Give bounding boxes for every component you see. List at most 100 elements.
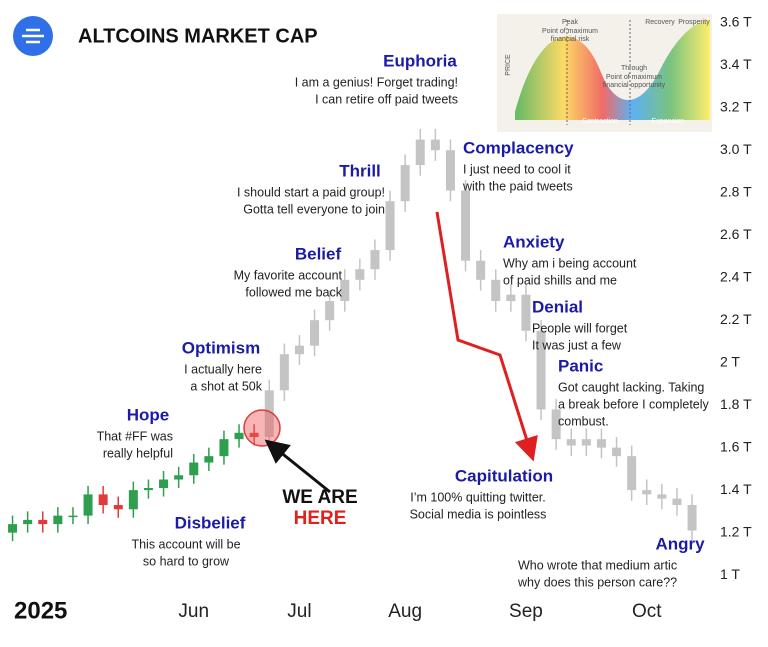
candle-body bbox=[687, 505, 697, 531]
candle-body bbox=[53, 515, 63, 525]
stage-note: really helpful bbox=[103, 446, 173, 460]
stage-note: I just need to cool it bbox=[463, 162, 571, 176]
stage-note: It was just a few bbox=[532, 338, 622, 352]
drop-arrow bbox=[435, 211, 538, 462]
candle-body bbox=[672, 498, 682, 506]
y-tick-label: 3.6 T bbox=[720, 13, 752, 29]
stage-note: I actually here bbox=[184, 362, 262, 376]
candle-body bbox=[370, 250, 380, 270]
here-label: HERE bbox=[294, 508, 347, 529]
inset-text: Expansion bbox=[652, 118, 685, 125]
candle-body bbox=[400, 165, 410, 202]
stage-note: combust. bbox=[558, 414, 609, 428]
candle-body bbox=[204, 456, 214, 463]
candle-body bbox=[415, 139, 425, 166]
candle-body bbox=[521, 294, 531, 331]
candle-body bbox=[23, 519, 33, 525]
stage-title: Angry bbox=[655, 534, 705, 553]
candle-body bbox=[128, 490, 138, 510]
stage-title: Panic bbox=[558, 356, 603, 375]
candle-body bbox=[83, 494, 93, 516]
stage-note: That #FF was bbox=[97, 429, 173, 443]
candle-body bbox=[430, 139, 440, 151]
stage-title: Complacency bbox=[463, 138, 574, 157]
x-tick-label: Jul bbox=[287, 601, 311, 622]
candle-body bbox=[174, 475, 184, 480]
y-tick-label: 2 T bbox=[720, 353, 740, 369]
inset-text: Contraction bbox=[582, 118, 618, 125]
inset-text: Through bbox=[621, 65, 647, 72]
stage-note: Social media is pointless bbox=[410, 507, 547, 521]
candle-body bbox=[506, 294, 516, 302]
year-label: 2025 bbox=[14, 597, 67, 624]
candle-body bbox=[219, 439, 229, 457]
y-tick-label: 2.4 T bbox=[720, 268, 752, 284]
inset-text: PRICE bbox=[505, 54, 512, 76]
candle-body bbox=[249, 432, 259, 438]
stage-note: I can retire off paid tweets bbox=[315, 92, 458, 106]
stage-note: with the paid tweets bbox=[462, 179, 573, 193]
candle-body bbox=[627, 456, 637, 491]
stage-note: I am a genius! Forget trading! bbox=[295, 75, 458, 89]
candle-body bbox=[38, 519, 48, 525]
stage-note: followed me back bbox=[245, 285, 342, 299]
y-tick-label: 3.0 T bbox=[720, 141, 752, 157]
inset-cycle: PRICE Peak Point of maximum financial ri… bbox=[497, 14, 712, 132]
x-tick-label: Aug bbox=[388, 601, 422, 622]
candle-body bbox=[98, 494, 108, 506]
candle-body bbox=[340, 279, 350, 302]
chart-title: ALTCOINS MARKET CAP bbox=[78, 25, 318, 47]
y-tick-label: 2.2 T bbox=[720, 311, 752, 327]
stage-note: a break before I completely bbox=[558, 397, 710, 411]
y-tick-label: 2.8 T bbox=[720, 183, 752, 199]
logo-mark bbox=[22, 28, 44, 44]
candle-body bbox=[325, 301, 335, 321]
inset-text: Recovery bbox=[645, 19, 675, 26]
stage-title: Capitulation bbox=[455, 466, 553, 485]
candle-body bbox=[234, 432, 244, 440]
candle-body bbox=[476, 260, 486, 280]
candle-body bbox=[612, 447, 622, 457]
candle-body bbox=[113, 505, 123, 510]
x-tick-label: Oct bbox=[632, 601, 662, 622]
candle-body bbox=[491, 279, 501, 302]
candle-body bbox=[642, 490, 652, 495]
candle-body bbox=[657, 494, 667, 499]
candle-body bbox=[68, 515, 78, 518]
stage-note: I’m 100% quitting twitter. bbox=[410, 490, 545, 504]
stage-note: Got caught lacking. Taking bbox=[558, 380, 704, 394]
stage-title: Belief bbox=[295, 244, 342, 263]
inset-text: Point of maximum bbox=[606, 74, 662, 81]
candle-body bbox=[8, 524, 18, 533]
y-tick-label: 1.8 T bbox=[720, 396, 752, 412]
plot bbox=[8, 128, 697, 542]
stage-note: so hard to grow bbox=[143, 554, 230, 568]
stage-note: Gotta tell everyone to join bbox=[243, 202, 385, 216]
stage-note: Why am i being account bbox=[503, 256, 637, 270]
y-tick-label: 3.2 T bbox=[720, 98, 752, 114]
stage-title: Hope bbox=[127, 405, 170, 424]
candle-body bbox=[566, 439, 576, 446]
candle-body bbox=[159, 479, 169, 489]
y-tick-label: 1.2 T bbox=[720, 523, 752, 539]
y-tick-label: 1.6 T bbox=[720, 438, 752, 454]
stage-note: This account will be bbox=[131, 537, 240, 551]
candle-body bbox=[385, 201, 395, 251]
stage-title: Euphoria bbox=[383, 51, 457, 70]
candle-body bbox=[536, 330, 546, 410]
candle-body bbox=[143, 488, 153, 491]
candle-body bbox=[279, 354, 289, 391]
here-marker bbox=[243, 409, 281, 447]
y-tick-label: 2.6 T bbox=[720, 226, 752, 242]
candle-body bbox=[581, 439, 591, 446]
stage-title: Thrill bbox=[339, 161, 381, 180]
candle-body bbox=[445, 150, 455, 191]
candle-body bbox=[551, 409, 561, 440]
candle-body bbox=[294, 345, 304, 355]
candle-body bbox=[355, 269, 365, 280]
inset-text: financial risk bbox=[551, 36, 590, 43]
here-arrow bbox=[264, 439, 331, 494]
stage-note: Who wrote that medium artic bbox=[518, 558, 677, 572]
y-tick-label: 3.4 T bbox=[720, 56, 752, 72]
